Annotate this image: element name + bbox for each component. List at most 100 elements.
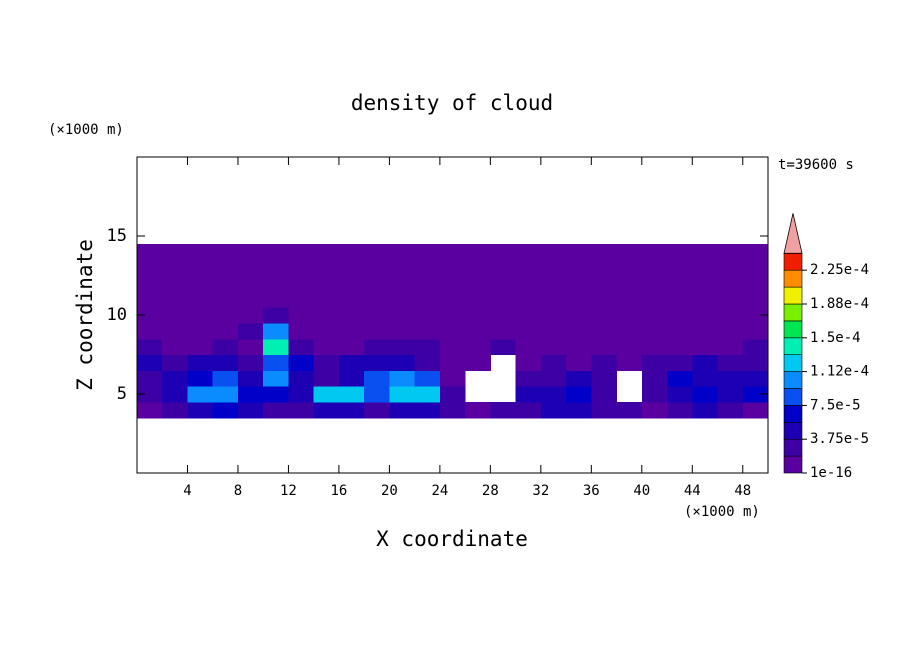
contour-cell	[338, 401, 365, 419]
contour-cell	[137, 243, 163, 261]
contour-cell	[515, 243, 542, 261]
contour-cell	[313, 386, 340, 403]
contour-cell	[162, 322, 189, 340]
contour-cell	[566, 354, 592, 371]
contour-cell	[187, 291, 214, 308]
contour-cell	[742, 338, 769, 356]
contour-cell	[212, 354, 239, 371]
contour-cell	[439, 370, 466, 387]
contour-cell	[566, 307, 592, 324]
contour-cell	[187, 243, 214, 261]
contour-cell	[742, 243, 769, 261]
contour-cell	[591, 259, 618, 277]
contour-cell	[439, 354, 466, 371]
contour-cell	[667, 386, 693, 403]
x-tick-label: 44	[684, 483, 701, 499]
x-tick-label: 12	[280, 483, 297, 499]
contour-cell	[389, 243, 416, 261]
contour-cell	[616, 275, 643, 292]
contour-cell	[313, 291, 340, 308]
contour-cell	[439, 291, 466, 308]
contour-cell	[616, 354, 643, 371]
contour-cell	[465, 243, 491, 261]
contour-cell	[591, 370, 618, 387]
contour-cell	[364, 307, 390, 324]
x-unit: (×1000 m)	[684, 504, 760, 520]
contour-cell	[263, 322, 290, 340]
contour-cell	[717, 275, 744, 292]
contour-cell	[667, 354, 693, 371]
contour-cell	[717, 243, 744, 261]
contour-cell	[414, 275, 441, 292]
contour-cell	[667, 307, 693, 324]
contour-cell	[742, 291, 769, 308]
contour-cell	[389, 354, 416, 371]
colorbar-tick-label: 3.75e-5	[810, 431, 869, 447]
contour-cell	[162, 275, 189, 292]
x-tick-label: 32	[532, 483, 549, 499]
contour-cell	[338, 386, 365, 403]
contour-cell	[540, 243, 567, 261]
contour-cell	[288, 259, 315, 277]
contour-cell	[162, 354, 189, 371]
contour-cell	[389, 401, 416, 419]
contour-cell	[641, 243, 668, 261]
contour-cell	[540, 354, 567, 371]
contour-cell	[465, 275, 491, 292]
contour-cell	[263, 307, 290, 324]
x-tick-label: 36	[583, 483, 600, 499]
contour-cell	[717, 370, 744, 387]
contour-cell	[338, 243, 365, 261]
contour-cell	[490, 291, 517, 308]
colorbar-box	[783, 438, 803, 457]
contour-cell	[288, 338, 315, 356]
contour-cell	[540, 338, 567, 356]
contour-cell	[187, 338, 214, 356]
contour-cell	[263, 386, 290, 403]
contour-cell	[566, 370, 592, 387]
contour-cell	[389, 338, 416, 356]
contour-cell	[137, 307, 163, 324]
contour-cell	[212, 291, 239, 308]
contour-cell	[540, 259, 567, 277]
contour-cell	[187, 354, 214, 371]
contour-cell	[439, 307, 466, 324]
contour-cell	[742, 322, 769, 340]
contour-cell	[187, 370, 214, 387]
contour-cell	[364, 338, 390, 356]
contour-cell	[338, 307, 365, 324]
contour-cell	[616, 338, 643, 356]
contour-cell	[692, 322, 719, 340]
contour-cell	[212, 307, 239, 324]
contour-cell	[364, 354, 390, 371]
contour-cell	[616, 322, 643, 340]
contour-cell	[742, 386, 769, 403]
colorbar-box	[783, 388, 803, 406]
y-tick-label: 15	[107, 226, 127, 246]
contour-cell	[490, 259, 517, 277]
contour-cell	[288, 370, 315, 387]
contour-cell	[414, 338, 441, 356]
contour-cell	[212, 401, 239, 419]
contour-cell	[162, 338, 189, 356]
contour-cell	[162, 259, 189, 277]
contour-cell	[515, 386, 542, 403]
contour-cell	[667, 259, 693, 277]
contour-cell	[692, 386, 719, 403]
contour-cell	[137, 354, 163, 371]
contour-cell	[742, 401, 769, 419]
contour-cell	[566, 401, 592, 419]
contour-cell	[263, 370, 290, 387]
contour-cell	[641, 354, 668, 371]
x-axis-title: X coordinate	[376, 527, 528, 551]
contour-cell	[414, 401, 441, 419]
contour-cell	[742, 370, 769, 387]
contour-cell	[187, 401, 214, 419]
contour-cell	[338, 370, 365, 387]
contour-cell	[263, 275, 290, 292]
contour-cell	[439, 259, 466, 277]
contour-cell	[288, 291, 315, 308]
contour-cell	[364, 259, 390, 277]
contour-cell	[717, 386, 744, 403]
contour-cell	[439, 322, 466, 340]
